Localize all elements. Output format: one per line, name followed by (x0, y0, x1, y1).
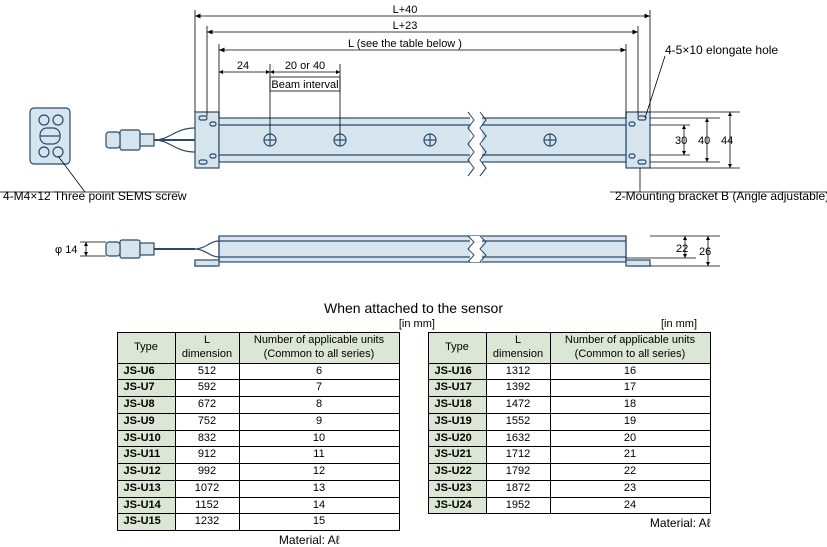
table-row: JS-U65126 (117, 363, 399, 380)
table-row: JS-U19155219 (428, 413, 710, 430)
dim-24: 24 (237, 60, 249, 72)
table-row: JS-U20163220 (428, 430, 710, 447)
th-units: Number of applicable units(Common to all… (239, 333, 399, 364)
th-type: Type (117, 333, 175, 364)
table-row: JS-U1299212 (117, 464, 399, 481)
table-row: JS-U13107213 (117, 480, 399, 497)
table-right: Type L dimension Number of applicable un… (428, 332, 711, 514)
table-row: JS-U1083210 (117, 430, 399, 447)
label-sems: 4-M4×12 Three point SEMS screw (3, 189, 187, 203)
label-bracket: 2-Mounting bracket B (Angle adjustable) (615, 189, 827, 203)
dim-44: 44 (721, 135, 733, 147)
dim-30: 30 (675, 135, 687, 147)
tables-title: When attached to the sensor (0, 300, 827, 316)
unit-right: [in mm] (661, 318, 697, 330)
material-right: Material: Aℓ (428, 516, 711, 530)
side-connector-block (30, 108, 70, 164)
table-row: JS-U15123215 (117, 514, 399, 531)
table-row: JS-U22179222 (428, 464, 710, 481)
label-elongate-hole: 4-5×10 elongate hole (665, 43, 778, 57)
table-row: JS-U97529 (117, 413, 399, 430)
top-view (195, 112, 650, 168)
dim-2040: 20 or 40 (285, 60, 325, 72)
table-row: JS-U23187223 (428, 480, 710, 497)
table-row: JS-U86728 (117, 397, 399, 414)
th-units: Number of applicable units(Common to all… (550, 333, 710, 364)
table-row: JS-U21171221 (428, 447, 710, 464)
dim-phi14: φ 14 (55, 244, 77, 256)
th-type: Type (428, 333, 486, 364)
technical-diagram: L+40 L+23 L (see the table below ) 24 20… (0, 0, 827, 300)
dim-L40: L+40 (393, 4, 418, 16)
side-view (195, 236, 650, 266)
dim-L23: L+23 (393, 20, 418, 32)
th-ldim: L dimension (175, 333, 239, 364)
table-row: JS-U14115214 (117, 497, 399, 514)
table-left: Type L dimension Number of applicable un… (117, 332, 400, 531)
table-row: JS-U24195224 (428, 497, 710, 514)
table-row: JS-U18147218 (428, 397, 710, 414)
th-ldim: L dimension (486, 333, 550, 364)
table-row: JS-U75927 (117, 380, 399, 397)
table-row: JS-U16131216 (428, 363, 710, 380)
unit-left: [in mm] (399, 318, 435, 330)
dim-22: 22 (676, 243, 688, 255)
material-left: Material: Aℓ (117, 533, 400, 547)
table-row: JS-U1191211 (117, 447, 399, 464)
beam-interval-label: Beam interval (271, 79, 338, 91)
dim-26: 26 (699, 246, 711, 258)
table-row: JS-U17139217 (428, 380, 710, 397)
dim-40r: 40 (698, 135, 710, 147)
dim-L: L (see the table below ) (348, 38, 462, 50)
